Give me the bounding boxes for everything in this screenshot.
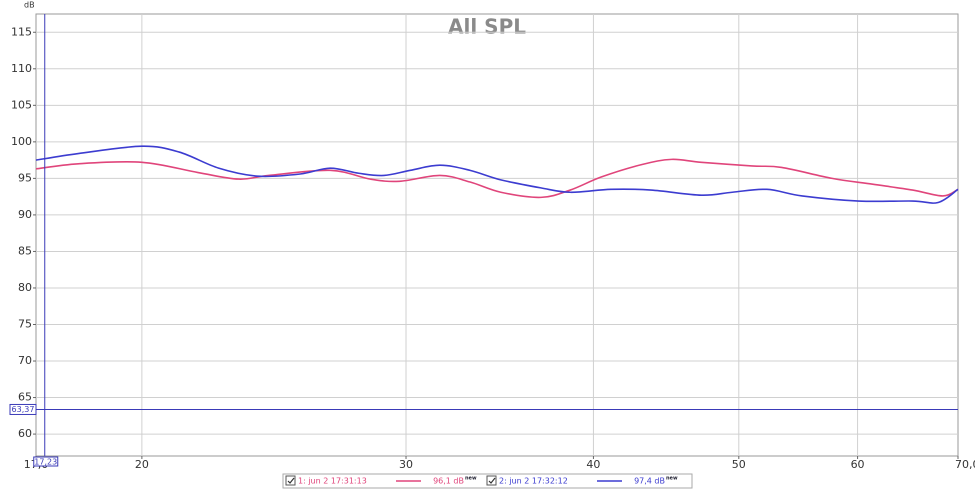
y-tick-label: 85	[18, 244, 32, 257]
y-tick-label: 90	[18, 208, 32, 221]
series-line	[35, 158, 959, 199]
legend-name: 2: jun 2 17:32:12	[499, 477, 568, 486]
y-tick-label: 80	[18, 281, 32, 294]
y-tick-label: 75	[18, 317, 32, 330]
cursor-y-label: 63,37	[12, 405, 35, 414]
legend-checkbox[interactable]	[285, 475, 296, 486]
cursor-x-box	[33, 456, 59, 467]
y-tick-label: 115	[11, 25, 32, 38]
series-line	[35, 145, 959, 204]
plot-area	[35, 13, 959, 457]
cursor-y-box	[9, 403, 37, 415]
legend-badge: new	[666, 476, 678, 482]
y-tick-label: 65	[18, 391, 32, 404]
x-tick-label: 50	[732, 458, 746, 471]
legend-name: 1: jun 2 17:31:13	[298, 477, 367, 486]
x-tick-label: 70,0 Hz	[955, 458, 975, 471]
legend-badge: new	[465, 476, 477, 482]
y-tick-label: 110	[11, 62, 32, 75]
legend-level: 97,4 dB	[634, 477, 665, 486]
x-tick-label: 30	[399, 458, 413, 471]
x-tick-label: 20	[135, 458, 149, 471]
chart-title: All SPL	[448, 15, 526, 39]
y-tick-label: 60	[18, 427, 32, 440]
y-tick-label: 100	[11, 135, 32, 148]
x-tick-label: 60	[851, 458, 865, 471]
y-tick-label: 105	[11, 98, 32, 111]
legend-level: 96,1 dB	[433, 477, 464, 486]
y-tick-label: 95	[18, 171, 32, 184]
cursor-x-label: 17,23	[34, 458, 57, 467]
checkmark	[287, 477, 295, 484]
y-tick-label: 70	[18, 354, 32, 367]
checkmark	[488, 477, 496, 484]
y-axis-label: dB	[24, 1, 35, 10]
legend-checkbox[interactable]	[486, 475, 497, 486]
x-tick-label: 40	[586, 458, 600, 471]
